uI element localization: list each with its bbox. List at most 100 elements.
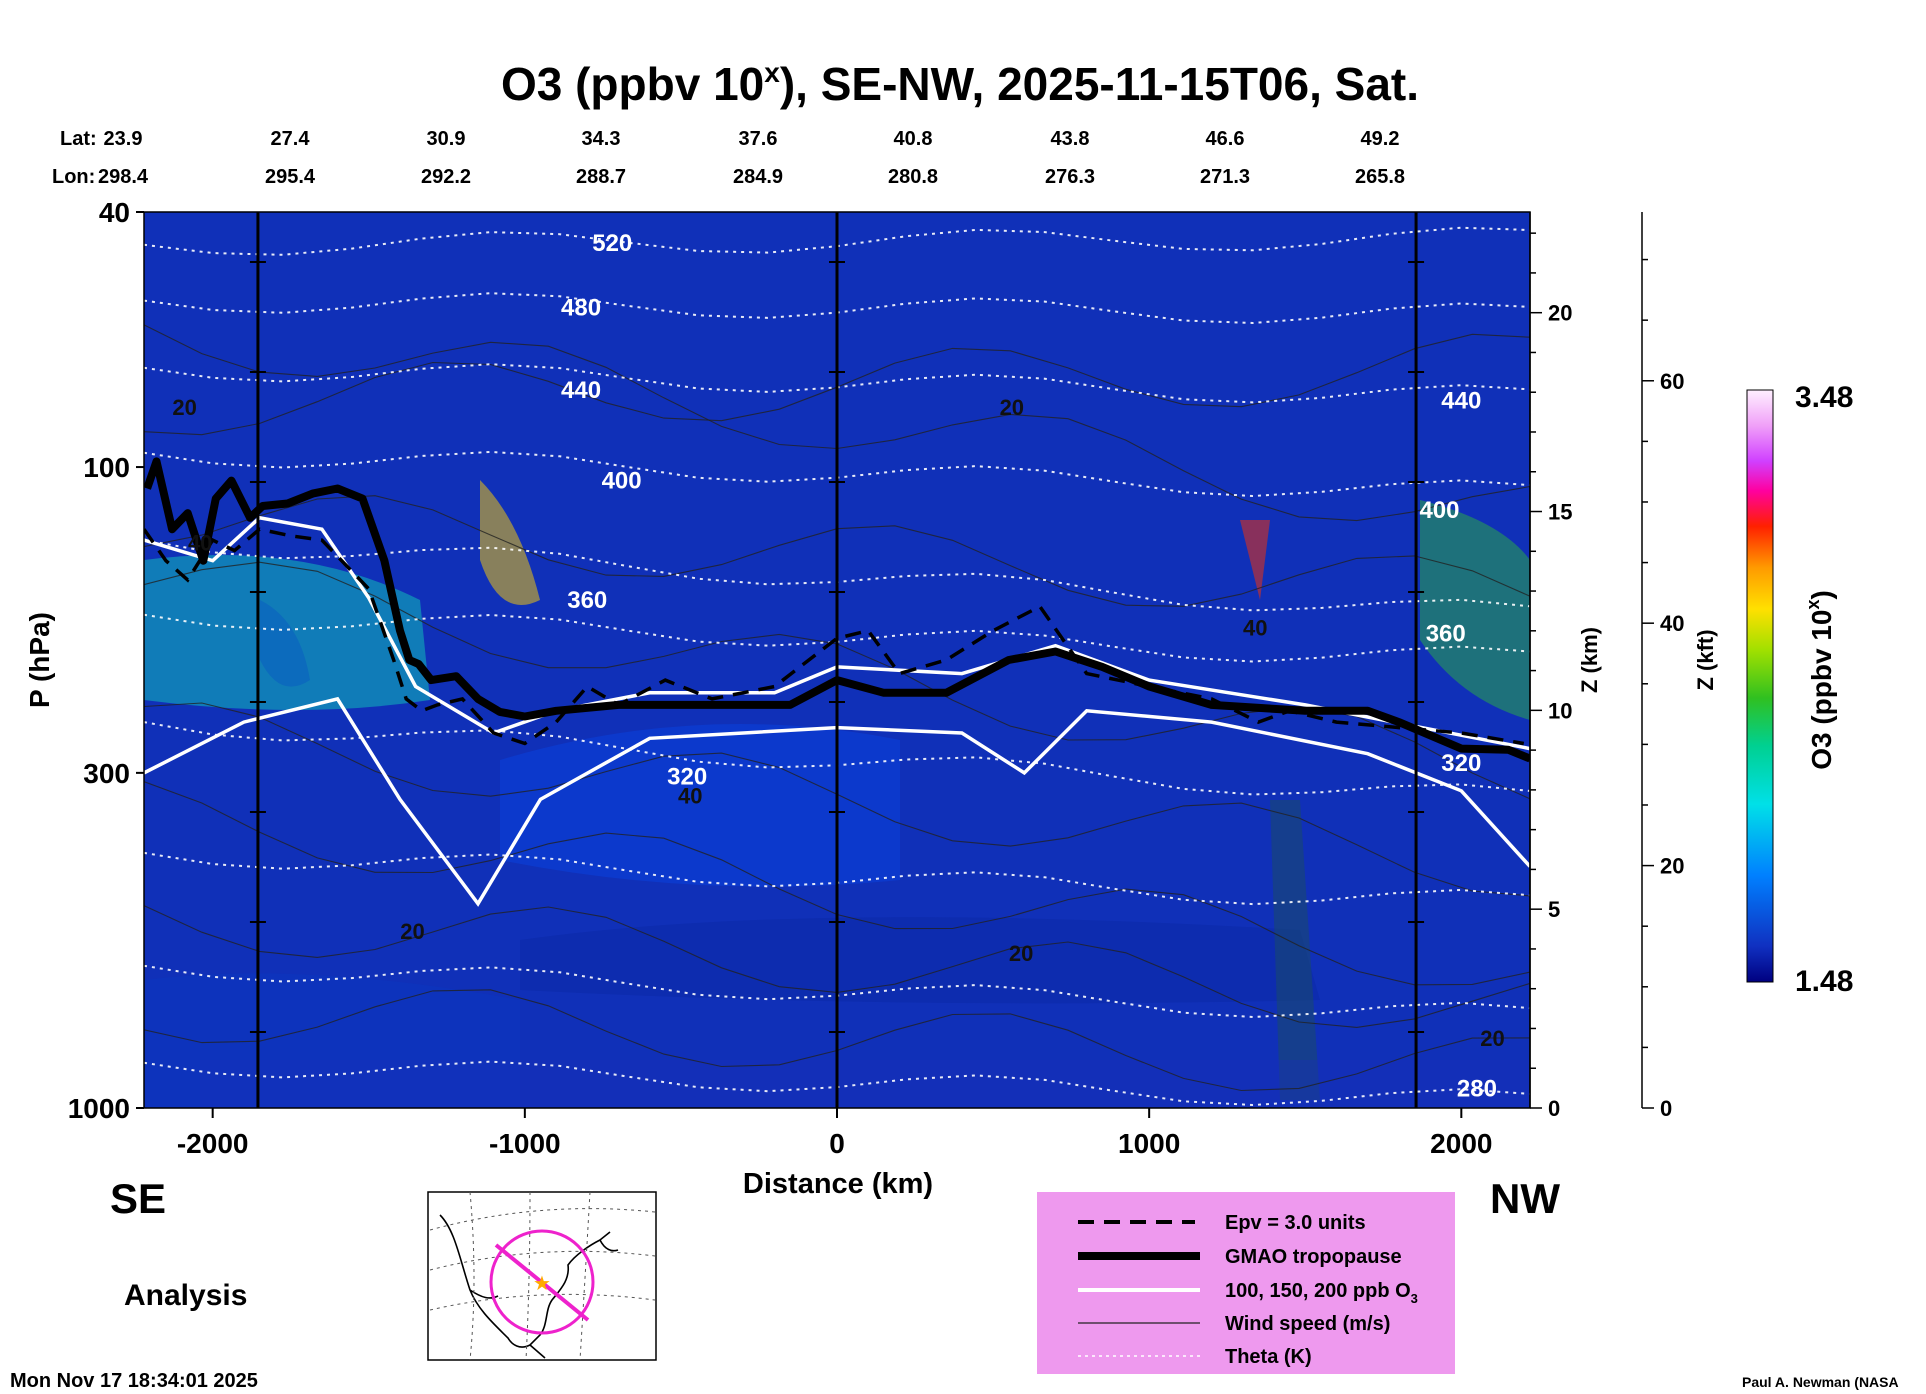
y-tick-label: 300	[83, 758, 130, 789]
theta-label: 480	[561, 294, 601, 321]
theta-label: 440	[1441, 387, 1481, 414]
plot-area: 520 480 440 440 400 400 360 360 320 320 280 20 20 40 4…	[144, 212, 1530, 1108]
legend-theta-label: Theta (K)	[1225, 1346, 1312, 1368]
lat-value: 43.8	[1051, 128, 1090, 150]
theta-label: 360	[1426, 620, 1466, 647]
legend: Epv = 3.0 units GMAO tropopause 100, 150…	[1037, 1192, 1455, 1374]
field-patch	[520, 917, 1320, 1004]
wind-label: 40	[188, 531, 212, 556]
lon-value: 271.3	[1200, 166, 1250, 188]
wind-label: 40	[678, 784, 702, 809]
map-center-star-icon: ★	[533, 1273, 551, 1295]
field-patch	[144, 973, 520, 1108]
field-patch	[1240, 520, 1270, 600]
contour-labels: 520 480 440 440 400 400 360 360 320 320 280 20 20 40 4…	[172, 230, 1504, 1103]
lon-label: Lon:	[52, 166, 95, 188]
z-km-tick-label: 0	[1548, 1096, 1560, 1121]
theta-label: 360	[567, 587, 607, 614]
lat-value: 46.6	[1206, 128, 1245, 150]
theta-label: 440	[561, 377, 601, 404]
nw-label: NW	[1490, 1175, 1560, 1222]
x-tick-label: 2000	[1430, 1128, 1492, 1159]
map-graticule	[429, 1191, 656, 1361]
colorbar	[1746, 389, 1774, 983]
colorbar-label: O3 (ppbv 10x)	[1803, 590, 1837, 770]
z-kft-tick-label: 20	[1660, 854, 1684, 879]
z-kft-axis: 0 20 40 60	[1641, 212, 1684, 1121]
tropopause-line	[144, 457, 1530, 763]
x-tick-label: -1000	[489, 1128, 561, 1159]
x-tick-label: 1000	[1118, 1128, 1180, 1159]
lat-value: 23.9	[104, 128, 143, 150]
analysis-label: Analysis	[124, 1279, 247, 1312]
lon-value: 298.4	[98, 166, 149, 188]
y-axis-label: P (hPa)	[24, 612, 55, 708]
legend-epv-label: Epv = 3.0 units	[1225, 1212, 1366, 1234]
timestamp: Mon Nov 17 18:34:01 2025	[10, 1370, 258, 1392]
wind-label: 20	[1009, 941, 1033, 966]
lon-value: 284.9	[733, 166, 783, 188]
theta-label: 520	[592, 230, 632, 257]
field-patch	[200, 1060, 1530, 1108]
wind-label: 20	[172, 395, 196, 420]
legend-ozone-label: 100, 150, 200 ppb O3	[1225, 1280, 1418, 1306]
lon-value: 280.8	[888, 166, 938, 188]
inset-map: ★	[427, 1191, 657, 1361]
x-axis-label: Distance (km)	[743, 1168, 933, 1200]
vertical-markers	[249, 212, 1425, 1108]
map-coastline	[439, 1214, 619, 1359]
x-tick-label: 0	[829, 1128, 845, 1159]
lon-value: 265.8	[1355, 166, 1405, 188]
field-patch	[1270, 800, 1320, 1100]
lat-value: 49.2	[1361, 128, 1400, 150]
z-km-tick-label: 20	[1548, 301, 1572, 326]
z-kft-tick-label: 40	[1660, 611, 1684, 636]
z-kft-tick-label: 0	[1660, 1096, 1672, 1121]
se-label: SE	[110, 1175, 166, 1222]
wind-label: 40	[1243, 615, 1267, 640]
theta-label: 320	[1441, 750, 1481, 777]
z-kft-tick-label: 60	[1660, 369, 1684, 394]
lat-value: 40.8	[894, 128, 933, 150]
map-section-line	[494, 1243, 590, 1322]
x-tick-label: -2000	[177, 1128, 249, 1159]
y-tick-label: 1000	[68, 1093, 130, 1124]
lat-value: 30.9	[427, 128, 466, 150]
theta-label: 280	[1457, 1076, 1497, 1103]
lat-label: Lat:	[60, 128, 97, 150]
lat-lon-row: 23.9 27.4 30.9 34.3 37.6 40.8 43.8 46.6 49.2 298.…	[98, 128, 1405, 188]
z-km-tick-label: 5	[1548, 897, 1560, 922]
y-tick-label: 100	[83, 452, 130, 483]
lon-value: 292.2	[421, 166, 471, 188]
legend-tropopause-label: GMAO tropopause	[1225, 1246, 1402, 1268]
z-km-label: Z (km)	[1577, 627, 1602, 693]
theta-label: 400	[1419, 497, 1459, 524]
y-tick-label: 40	[99, 197, 130, 228]
lat-value: 27.4	[271, 128, 311, 150]
lat-value: 37.6	[739, 128, 778, 150]
field-patch	[480, 480, 540, 605]
field-patch	[1420, 500, 1530, 720]
ozone-ppb-line	[144, 696, 1530, 907]
z-km-tick-label: 15	[1548, 500, 1572, 525]
lon-value: 276.3	[1045, 166, 1095, 188]
wind-label: 20	[400, 919, 424, 944]
credit: Paul A. Newman (NASA	[1742, 1374, 1899, 1390]
lat-value: 34.3	[582, 128, 621, 150]
z-km-axis: 0 5 10 15 20	[1529, 212, 1572, 1121]
wind-label: 20	[1480, 1026, 1504, 1051]
map-domain-circle	[489, 1229, 595, 1335]
field-patch	[260, 600, 310, 687]
lon-value: 288.7	[576, 166, 626, 188]
wind-label: 20	[1000, 395, 1024, 420]
x-axis: -2000 -1000 0 1000 2000	[177, 1108, 1492, 1159]
theta-label: 400	[602, 467, 642, 494]
y-axis: 40 100 300 1000	[68, 197, 144, 1124]
theta-label: 320	[667, 764, 707, 791]
colorbar-max-label: 3.48	[1795, 381, 1853, 414]
colorbar-min-label: 1.48	[1795, 965, 1853, 998]
legend-wind-label: Wind speed (m/s)	[1225, 1313, 1390, 1335]
z-kft-label: Z (kft)	[1693, 629, 1718, 690]
z-km-tick-label: 10	[1548, 698, 1572, 723]
